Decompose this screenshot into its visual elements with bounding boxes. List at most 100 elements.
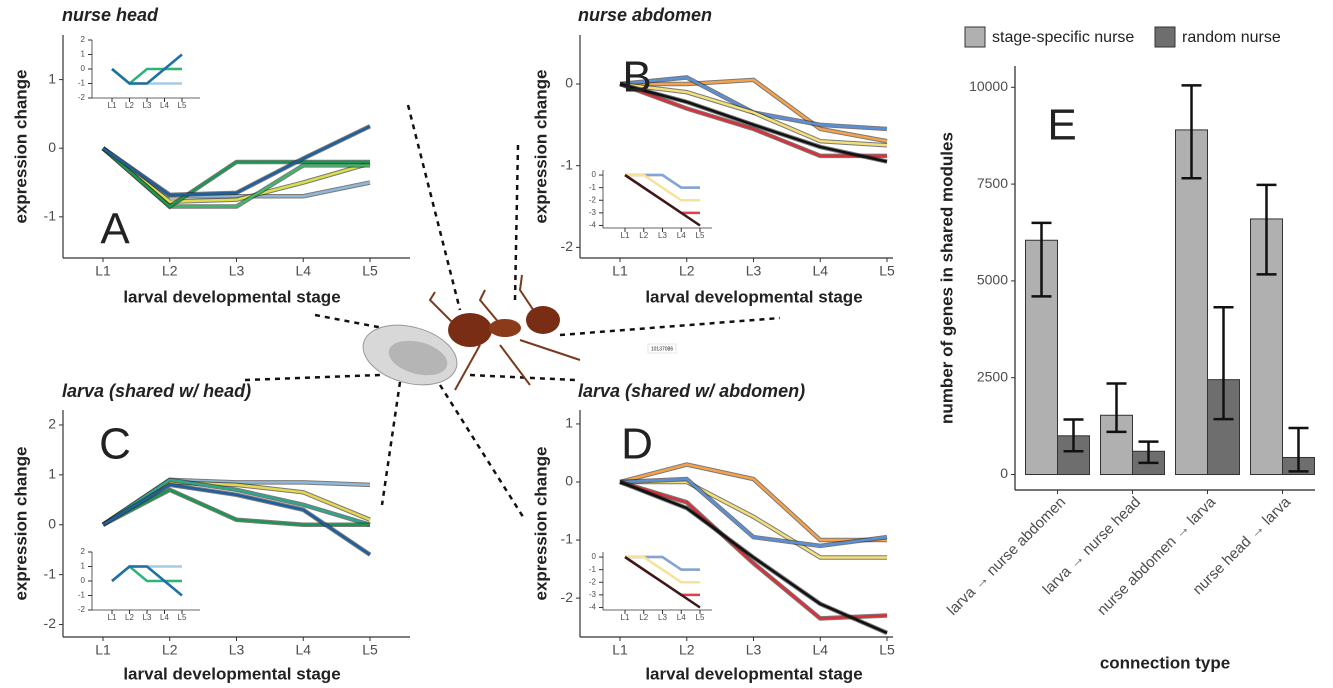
- y-tick-label: -4: [589, 221, 597, 230]
- y-tick-label: 0: [565, 473, 573, 489]
- series-line: [111, 53, 183, 85]
- y-axis-label: number of genes in shared modules: [937, 132, 956, 424]
- x-tick-label: L2: [679, 263, 695, 279]
- y-tick-label: -2: [561, 238, 574, 254]
- y-axis-label: expression change: [11, 446, 30, 600]
- inset-panel: -2 -1 0 1 2 L1 L2 L3 L4 L5: [70, 547, 204, 626]
- x-tick-label: L3: [746, 642, 762, 658]
- legend-swatch: [964, 26, 986, 48]
- x-axis-label: larval developmental stage: [645, 287, 862, 306]
- x-tick-label: L5: [178, 101, 187, 110]
- series-line: [625, 173, 700, 202]
- y-tick-label: -2: [589, 577, 597, 586]
- x-tick-label: L1: [95, 642, 111, 658]
- y-tick-label: -1: [589, 183, 597, 192]
- panel-letter: D: [621, 420, 653, 469]
- x-tick-label: L2: [162, 642, 178, 658]
- series-line: [619, 480, 888, 635]
- y-tick-label: -2: [78, 93, 86, 102]
- x-tick-label: L4: [812, 642, 828, 658]
- y-tick-label: -1: [589, 565, 597, 574]
- stamp-box: [647, 343, 677, 354]
- panel-title: larva (shared w/ head): [62, 381, 251, 401]
- x-tick-label: L1: [108, 101, 117, 110]
- x-tick-label: L2: [125, 101, 134, 110]
- y-tick-label: -2: [561, 589, 574, 605]
- bar: [1175, 129, 1208, 476]
- x-axis-label: connection type: [1100, 653, 1230, 672]
- x-tick-label: L2: [162, 263, 178, 279]
- line-panel: -2 -1 0 1 2 L1 L2 L3 L4 L5 larva (shared w/ head) C…: [11, 381, 410, 683]
- x-tick-label: L3: [746, 263, 762, 279]
- y-tick-label: 10000: [969, 78, 1008, 94]
- y-tick-label: -1: [78, 79, 86, 88]
- x-tick-label: L2: [679, 642, 695, 658]
- bar: [1057, 435, 1090, 476]
- y-tick-label: 0: [592, 552, 597, 561]
- x-axis-label: larval developmental stage: [123, 664, 340, 683]
- y-tick-label: 0: [48, 515, 56, 531]
- y-tick-label: 1: [81, 562, 86, 571]
- series-line: [619, 480, 888, 620]
- y-tick-label: -1: [78, 591, 86, 600]
- y-tick-label: -1: [561, 156, 574, 172]
- y-tick-label: -2: [589, 195, 597, 204]
- panel-letter: A: [100, 205, 130, 254]
- x-tick-label: L5: [362, 263, 378, 279]
- x-tick-label: L2: [125, 613, 134, 622]
- x-tick-label: L5: [696, 231, 705, 240]
- y-tick-label: 2: [81, 547, 86, 556]
- y-tick-label: 0: [48, 139, 56, 155]
- series-line: [102, 483, 371, 556]
- y-tick-label: -3: [589, 590, 597, 599]
- x-tick-label: L2: [639, 613, 648, 622]
- y-tick-label: -2: [78, 605, 86, 614]
- x-tick-label: L3: [143, 101, 152, 110]
- ant-illustration: [362, 274, 581, 391]
- y-tick-label: -2: [44, 615, 57, 631]
- x-tick-label: L5: [879, 642, 895, 658]
- x-tick-label: L1: [612, 263, 628, 279]
- panel-title: larva (shared w/ abdomen): [578, 381, 805, 401]
- y-axis-label: expression change: [531, 446, 550, 600]
- panel-letter: C: [99, 420, 131, 469]
- x-tick-label: L3: [229, 642, 245, 658]
- x-tick-label: L5: [178, 613, 187, 622]
- inset-panel: -2 -1 0 1 2 L1 L2 L3 L4 L5: [70, 35, 204, 114]
- y-tick-label: 0: [565, 75, 573, 91]
- panel-letter: B: [622, 53, 651, 102]
- y-tick-label: 5000: [977, 272, 1008, 288]
- x-tick-label: L4: [160, 101, 169, 110]
- y-axis-label: expression change: [531, 69, 550, 223]
- x-tick-label: L1: [621, 613, 630, 622]
- stamp: 10137086: [651, 346, 673, 352]
- x-tick-label: L3: [143, 613, 152, 622]
- y-tick-label: 1: [565, 415, 573, 431]
- x-tick-label: L4: [160, 613, 169, 622]
- y-tick-label: 0: [81, 64, 86, 73]
- x-tick-label: L5: [362, 642, 378, 658]
- inset-panel: -4 -3 -2 -1 0 L1 L2 L3 L4 L5: [581, 548, 716, 626]
- series-line: [102, 478, 371, 526]
- series-line: [624, 174, 701, 227]
- panel-title: nurse head: [62, 5, 159, 25]
- x-tick-label: L5: [879, 263, 895, 279]
- y-tick-label: 1: [81, 50, 86, 59]
- series-line: [102, 147, 371, 203]
- y-axis-label: expression change: [11, 69, 30, 223]
- x-tick-label: L4: [295, 263, 311, 279]
- x-tick-label: L4: [295, 642, 311, 658]
- y-tick-label: -3: [589, 208, 597, 217]
- series-line: [619, 82, 888, 147]
- inset-panel: -4 -3 -2 -1 0 L1 L2 L3 L4 L5: [581, 166, 716, 244]
- y-tick-label: 0: [592, 170, 597, 179]
- x-tick-label: L1: [95, 263, 111, 279]
- panel-title: nurse abdomen: [578, 5, 712, 25]
- connector-lines: [244, 104, 781, 521]
- x-axis-label: larval developmental stage: [123, 287, 340, 306]
- y-tick-label: 7500: [977, 175, 1008, 191]
- y-tick-label: 1: [48, 466, 56, 482]
- x-tick-label: L3: [658, 613, 667, 622]
